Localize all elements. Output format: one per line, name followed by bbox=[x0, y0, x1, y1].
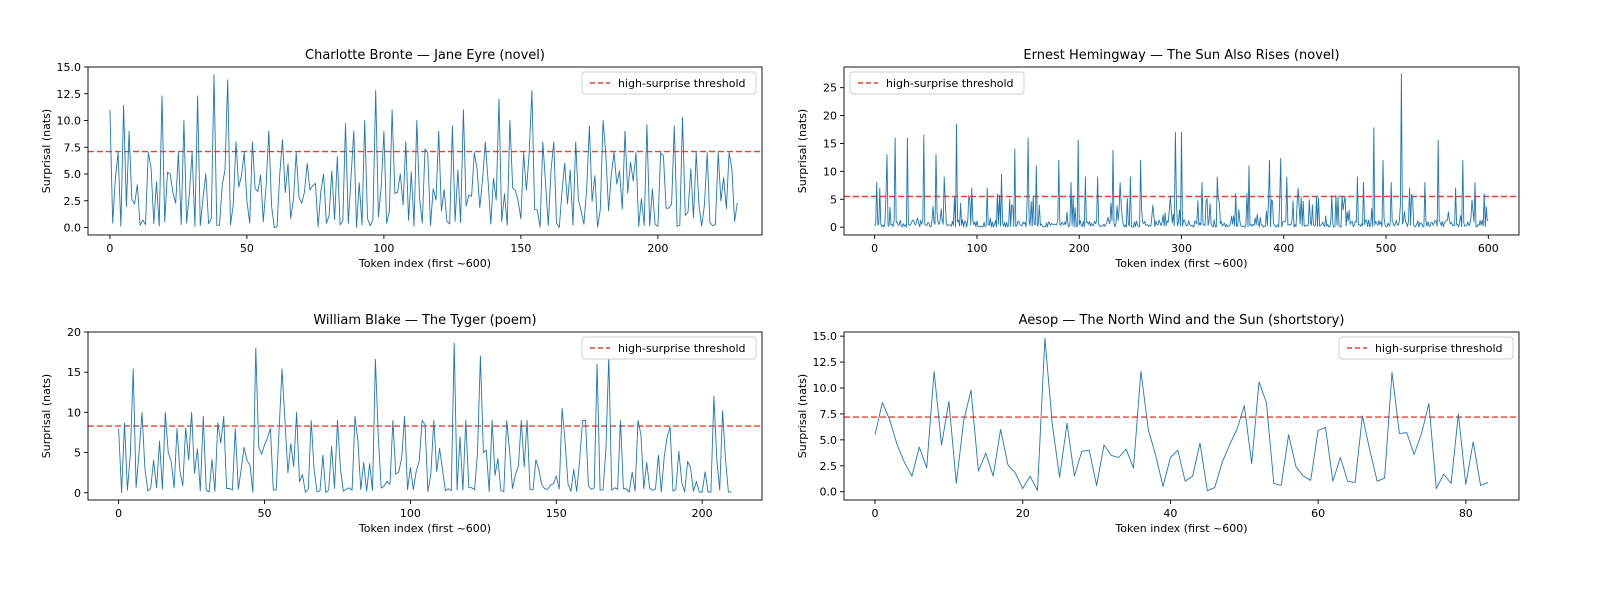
x-tick-label: 50 bbox=[258, 507, 272, 520]
y-tick-label: 25 bbox=[823, 82, 837, 95]
y-tick-label: 12.5 bbox=[57, 88, 82, 101]
y-tick-label: 10 bbox=[823, 165, 837, 178]
legend-box bbox=[581, 336, 757, 360]
legend-label: high-surprise threshold bbox=[886, 77, 1014, 90]
y-tick-label: 2.5 bbox=[820, 460, 838, 473]
y-tick-label: 5 bbox=[74, 447, 81, 460]
legend-box bbox=[849, 71, 1025, 95]
y-tick-label: 15.0 bbox=[57, 61, 82, 74]
y-tick-label: 15 bbox=[823, 137, 837, 150]
legend-label: high-surprise threshold bbox=[618, 77, 746, 90]
x-tick-label: 0 bbox=[106, 242, 113, 255]
chart-title: Charlotte Bronte — Jane Eyre (novel) bbox=[305, 48, 545, 63]
surprisal-series-line bbox=[118, 342, 732, 494]
y-tick-label: 7.5 bbox=[64, 141, 82, 154]
x-tick-label: 80 bbox=[1459, 507, 1473, 520]
legend-box bbox=[1338, 336, 1514, 360]
x-tick-label: 100 bbox=[966, 242, 987, 255]
surprisal-series-line bbox=[874, 337, 1489, 492]
y-tick-label: 0.0 bbox=[64, 222, 82, 235]
surprisal-series-line bbox=[874, 73, 1489, 228]
x-axis-label: Token index (first ~600) bbox=[358, 522, 491, 535]
x-axis-label: Token index (first ~600) bbox=[1114, 522, 1247, 535]
x-tick-label: 500 bbox=[1376, 242, 1397, 255]
y-tick-label: 5 bbox=[830, 193, 837, 206]
x-tick-label: 600 bbox=[1478, 242, 1499, 255]
x-tick-label: 20 bbox=[1016, 507, 1030, 520]
x-tick-label: 200 bbox=[692, 507, 713, 520]
y-tick-label: 2.5 bbox=[64, 195, 82, 208]
plot-frame bbox=[87, 331, 763, 501]
y-tick-label: 10 bbox=[67, 406, 81, 419]
y-tick-label: 0 bbox=[74, 487, 81, 500]
x-tick-label: 60 bbox=[1311, 507, 1325, 520]
y-tick-label: 7.5 bbox=[820, 408, 838, 421]
y-tick-label: 12.5 bbox=[813, 356, 838, 369]
x-axis-label: Token index (first ~600) bbox=[1114, 257, 1247, 270]
legend-label: high-surprise threshold bbox=[618, 342, 746, 355]
x-tick-label: 150 bbox=[510, 242, 531, 255]
x-tick-label: 0 bbox=[115, 507, 122, 520]
y-axis-label: Surprisal (nats) bbox=[796, 374, 809, 458]
y-axis-label: Surprisal (nats) bbox=[796, 109, 809, 193]
x-tick-label: 0 bbox=[871, 242, 878, 255]
surprisal-series-line bbox=[109, 74, 738, 228]
x-tick-label: 400 bbox=[1273, 242, 1294, 255]
y-tick-label: 20 bbox=[823, 110, 837, 123]
y-tick-label: 0.0 bbox=[820, 486, 838, 499]
y-tick-label: 0 bbox=[830, 221, 837, 234]
legend-label: high-surprise threshold bbox=[1375, 342, 1503, 355]
x-axis-label: Token index (first ~600) bbox=[358, 257, 491, 270]
x-tick-label: 300 bbox=[1171, 242, 1192, 255]
chart-title: Ernest Hemingway — The Sun Also Rises (n… bbox=[1023, 48, 1339, 63]
legend: high-surprise threshold bbox=[849, 71, 1025, 95]
x-tick-label: 40 bbox=[1163, 507, 1177, 520]
chart-panel-2: 0 100 200 300 400 500 600 0 5 10 15 20 25 Ernest Hemi… bbox=[796, 48, 1520, 270]
legend: high-surprise threshold bbox=[581, 71, 757, 95]
y-axis-label: Surprisal (nats) bbox=[40, 374, 53, 458]
chart-title: Aesop — The North Wind and the Sun (shor… bbox=[1019, 313, 1345, 328]
y-axis-label: Surprisal (nats) bbox=[40, 109, 53, 193]
legend: high-surprise threshold bbox=[1338, 336, 1514, 360]
x-tick-label: 0 bbox=[872, 507, 879, 520]
y-tick-label: 10.0 bbox=[57, 115, 82, 128]
x-tick-label: 200 bbox=[647, 242, 668, 255]
y-tick-label: 20 bbox=[67, 326, 81, 339]
x-tick-label: 50 bbox=[240, 242, 254, 255]
chart-panel-1: 0 50 100 150 200 0.0 2.5 5.0 7.5 10.0 12.5 15.0 Char… bbox=[40, 48, 763, 270]
y-tick-label: 5.0 bbox=[820, 434, 838, 447]
legend: high-surprise threshold bbox=[581, 336, 757, 360]
plot-frame bbox=[843, 331, 1520, 501]
chart-panel-4: 0 20 40 60 80 0.0 2.5 5.0 7.5 10.0 12.5 15.0 Aesop —… bbox=[796, 313, 1520, 535]
x-tick-label: 100 bbox=[373, 242, 394, 255]
y-tick-label: 15 bbox=[67, 366, 81, 379]
y-tick-label: 10.0 bbox=[813, 382, 838, 395]
chart-panel-3: 0 50 100 150 200 0 5 10 15 20 William Blake — The … bbox=[40, 313, 763, 535]
y-tick-label: 15.0 bbox=[813, 330, 838, 343]
chart-title: William Blake — The Tyger (poem) bbox=[313, 313, 536, 328]
x-tick-label: 100 bbox=[400, 507, 421, 520]
legend-box bbox=[581, 71, 757, 95]
x-tick-label: 150 bbox=[546, 507, 567, 520]
y-tick-label: 5.0 bbox=[64, 168, 82, 181]
x-tick-label: 200 bbox=[1069, 242, 1090, 255]
plot-frame bbox=[87, 66, 763, 236]
